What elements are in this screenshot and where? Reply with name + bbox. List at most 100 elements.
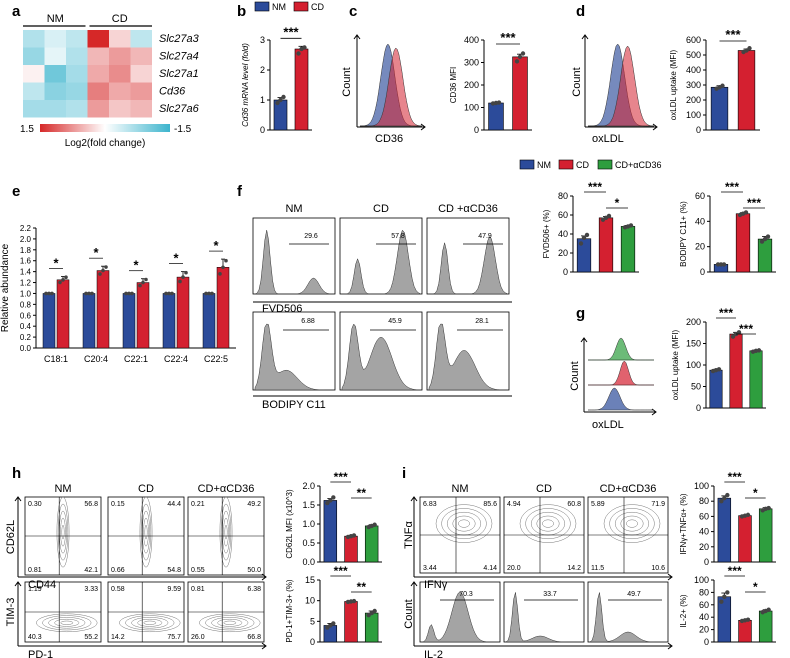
f-col-label: NM: [285, 203, 302, 215]
h-bot-contour: [223, 620, 237, 625]
b-ytick-label: 2: [260, 65, 265, 75]
h-bot-axes-yarrow: [14, 581, 22, 587]
hist-d-xlabel: oxLDL: [592, 133, 624, 145]
heatmap-cell: [66, 65, 88, 83]
h-top-q-ur: 56.8: [84, 501, 98, 508]
i-top-q-lr: 4.14: [483, 565, 497, 572]
heatmap-cell: [44, 100, 66, 118]
h-bot-q-lr: 75.7: [167, 634, 181, 641]
h_bot-bar-CD: [344, 601, 358, 643]
h-top-xlabel: CD44: [28, 579, 56, 591]
e-point: [87, 291, 91, 296]
i_top-point: [719, 499, 724, 504]
h-bot-contour: [211, 617, 249, 629]
hist-d-cd: [588, 45, 655, 127]
heatmap-cell: [23, 47, 45, 65]
f_bot-ytick-label: 40: [695, 216, 705, 226]
g-bar-CD+αCD36: [749, 350, 763, 409]
heatmap-cell: [44, 82, 66, 100]
f_top-ytick-label: 80: [558, 191, 568, 201]
panel-label-c: c: [349, 3, 357, 20]
hist-c-ylabel: Count: [341, 67, 353, 96]
i_top-ytick-label: 40: [699, 527, 709, 537]
i_top-bar-CD: [738, 515, 752, 563]
heatmap-cell: [87, 30, 109, 48]
h-top-contour: [61, 524, 65, 540]
h-top-contour: [139, 496, 153, 568]
i-top-contour: [525, 508, 571, 540]
gene-label: Slc27a1: [159, 68, 199, 80]
h-bot-contour: [36, 613, 98, 633]
heatmap-cell: [66, 82, 88, 100]
f_top-ytick-label: 40: [558, 229, 568, 239]
panel-label-i: i: [402, 465, 406, 482]
e-bar-C20:4-CD: [96, 270, 110, 349]
hist-g-yarrow: [580, 337, 588, 343]
legend-three-label-nm: NM: [537, 160, 551, 170]
f_bot-point: [721, 262, 727, 267]
h-bot-contour: [199, 613, 261, 633]
c-point: [517, 54, 523, 60]
i_bot-bar-NM: [717, 596, 732, 643]
h_top-bar-CD: [344, 535, 358, 563]
h-top-contour: [143, 517, 149, 547]
e-ytick-label: 1.0: [20, 289, 32, 298]
legend-two-label-nm: NM: [272, 2, 286, 12]
i-top-q-ur: 60.8: [567, 501, 581, 508]
legend-two-label-cd: CD: [311, 2, 324, 12]
f-bot-xlabel: BODIPY C11: [262, 399, 326, 411]
i-bot-gate-value: 33.7: [543, 591, 557, 598]
i_bot-ytick-label: 80: [699, 587, 709, 597]
g-ytick-label: 0: [696, 403, 701, 413]
i-top-contour: [603, 504, 661, 543]
g-point: [736, 330, 742, 335]
i-top-contour: [620, 515, 644, 532]
i_top-sig-label: *: [753, 486, 758, 500]
e-xtick-label: C22:1: [124, 354, 148, 364]
heatmap-cell: [87, 100, 109, 118]
f-top-hist: [342, 229, 421, 295]
d-ytick-label: 0: [696, 125, 701, 135]
e-ytick-label: 1.8: [20, 246, 32, 255]
c-point: [496, 100, 502, 105]
heatmap-cell: [44, 65, 66, 83]
e-point: [181, 275, 185, 279]
h-bot-contour: [137, 618, 163, 627]
c-ylabel: CD36 MFI: [449, 67, 458, 103]
g-ytick-label: 200: [686, 317, 701, 327]
h-bot-contour: [125, 615, 175, 631]
i_top-point: [725, 492, 730, 498]
h-top-contour: [223, 517, 229, 547]
e-ytick-label: 0.8: [20, 300, 32, 309]
e-point: [221, 265, 225, 270]
heatmap-cell: [130, 100, 152, 118]
legend-three-label-cd: CD: [576, 160, 589, 170]
i_bot-ytick-label: 0: [704, 637, 709, 647]
h-top-q-ul: 0.15: [111, 501, 125, 508]
e-ytick-label: 1.6: [20, 257, 32, 266]
e-xtick-label: C18:1: [44, 354, 68, 364]
c-ytick-label: 300: [464, 58, 479, 68]
d-ytick-label: 500: [686, 50, 701, 60]
heatmap-cell: [87, 65, 109, 83]
h_bot-point: [372, 608, 377, 614]
h-bot-q-ll: 26.0: [191, 634, 205, 641]
hist-d-yarrow: [581, 34, 589, 40]
h_top-ylabel: CD62L MFI (x10^3): [285, 489, 294, 559]
d-ytick-label: 100: [686, 110, 701, 120]
h-bot-q-ul: 0.58: [111, 586, 125, 593]
h-bot-contour: [119, 613, 181, 633]
h-top-q-ll: 0.55: [191, 567, 205, 574]
e-point: [90, 291, 94, 296]
c-bar-NM: [488, 102, 504, 131]
heatmap-cell: [23, 65, 45, 83]
h-bot-contour: [60, 620, 74, 625]
i-top-q-ul: 4.94: [507, 501, 521, 508]
c-bar-CD: [512, 56, 528, 131]
g-sig-label: ***: [719, 306, 733, 320]
h_top-ytick-label: 1.5: [302, 500, 315, 510]
h_top-point: [372, 522, 377, 527]
i_bot-point: [725, 590, 730, 595]
e-point: [224, 258, 228, 263]
